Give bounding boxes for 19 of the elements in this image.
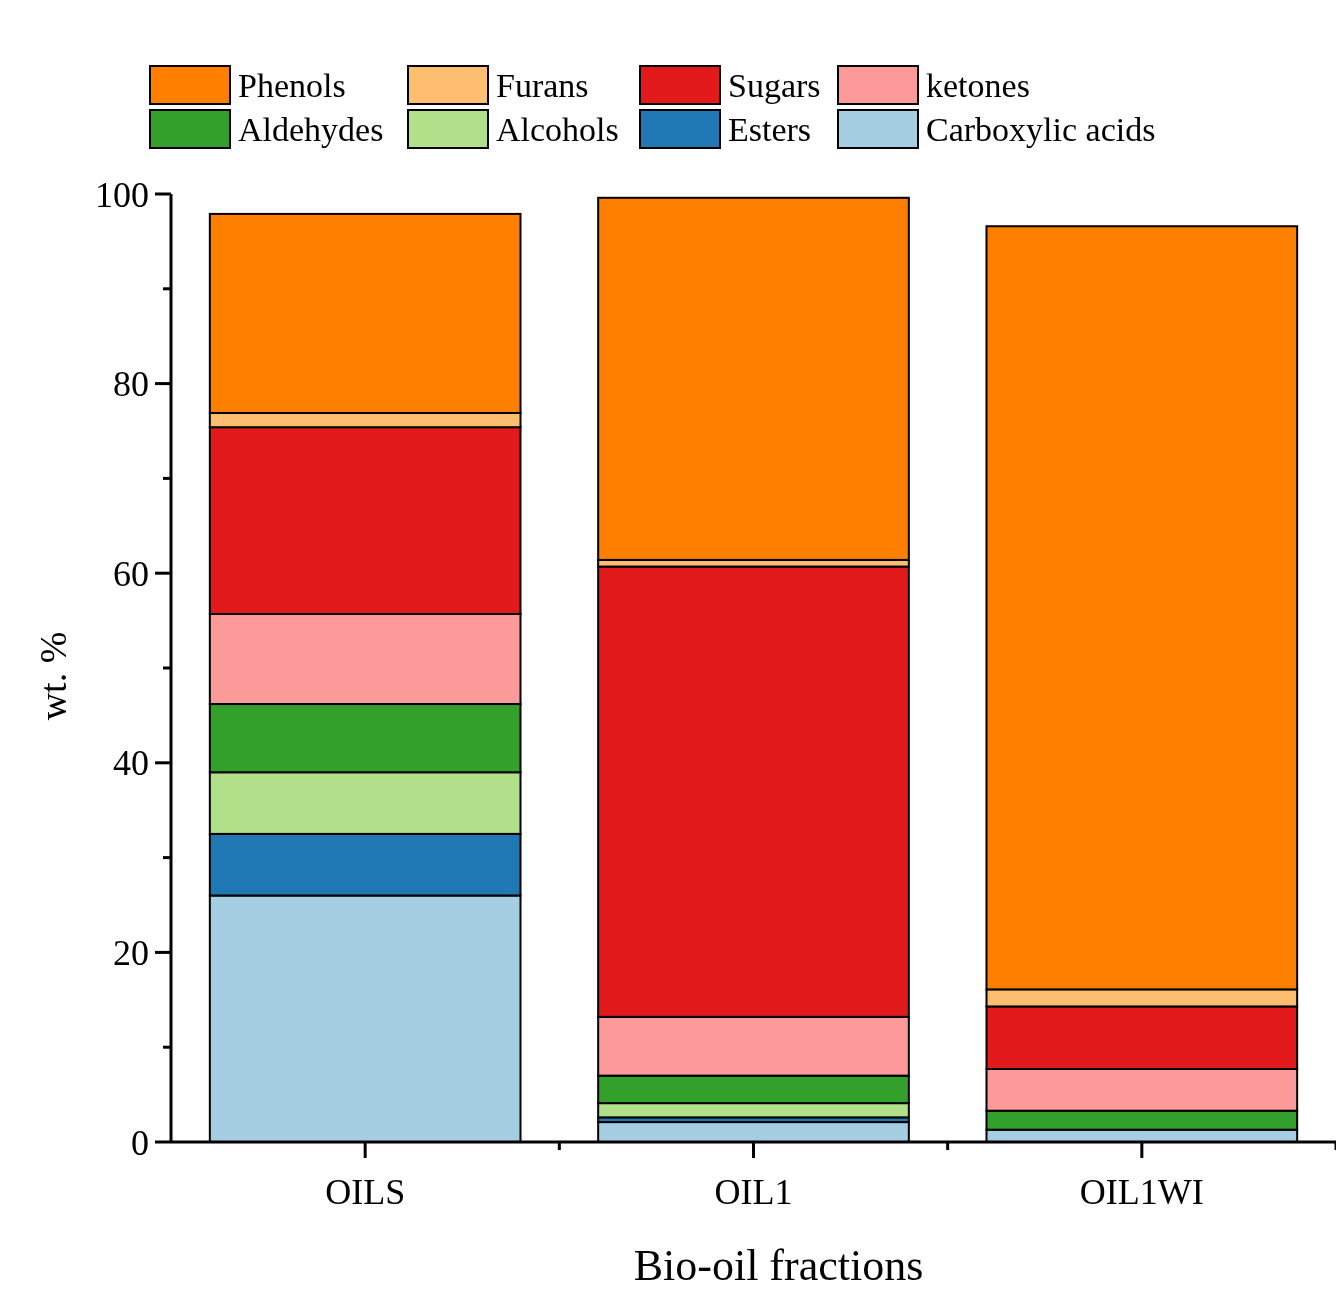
y-tick-label: 40	[113, 743, 149, 784]
legend-label: ketones	[926, 66, 1030, 104]
y-tick-label: 20	[113, 933, 149, 973]
legend-label: Phenols	[238, 66, 346, 104]
x-axis-title: Bio-oil fractions	[633, 1241, 924, 1290]
y-tick-label: 100	[95, 174, 149, 215]
x-tick-label: OIL1WI	[1079, 1172, 1204, 1212]
legend-label: Furans	[496, 66, 589, 104]
y-tick-label: 80	[113, 364, 149, 405]
legend-label: Carboxylic acids	[926, 110, 1156, 148]
x-tick-label: OIL1	[714, 1172, 793, 1212]
legend-label: Esters	[728, 110, 812, 148]
x-tick-label: OILS	[325, 1172, 406, 1212]
legend-label: Alcohols	[496, 110, 619, 148]
legend-label: Sugars	[728, 66, 821, 104]
legend-label: Aldehydes	[238, 110, 384, 148]
y-tick-label: 0	[131, 1122, 149, 1163]
y-axis-title: wt. %	[32, 631, 74, 721]
y-tick-label: 60	[113, 553, 149, 594]
